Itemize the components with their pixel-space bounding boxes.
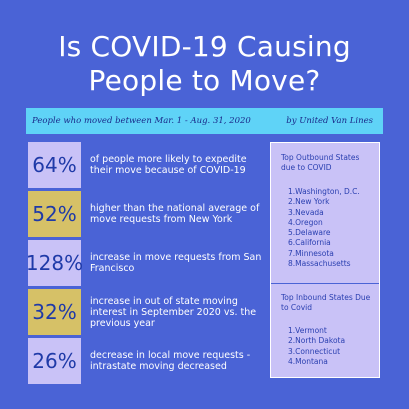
stat-description: of people more likely to expedite their … [90, 154, 247, 176]
stat-description: higher than the national average of move… [90, 203, 260, 225]
outbound-item: 2.New York [288, 197, 330, 207]
stat-row: 64% of people more likely to expedite th… [28, 142, 260, 188]
states-panel: Top Outbound States due to COVID 1.Washi… [270, 142, 380, 378]
stat-value-box: 64% [28, 142, 81, 188]
outbound-item: 4.Oregon [288, 217, 323, 227]
stat-description: increase in move requests from San Franc… [90, 252, 262, 274]
banner-source: by United Van Lines [286, 116, 373, 126]
outbound-item: 3.Nevada [288, 207, 324, 217]
stat-row: 32% increase in out of state moving inte… [28, 289, 260, 335]
banner-date-range: People who moved between Mar. 1 - Aug. 3… [32, 116, 251, 126]
stat-description: increase in out of state moving interest… [90, 295, 257, 329]
date-range-banner: People who moved between Mar. 1 - Aug. 3… [26, 108, 383, 134]
stat-description: decrease in local move requests - intras… [90, 350, 251, 372]
inbound-item: 3.Connecticut [288, 346, 341, 356]
title-line-2: People to Move? [88, 64, 321, 97]
outbound-item: 5.Delaware [288, 228, 331, 238]
inbound-item: 1.Vermont [288, 326, 327, 335]
stat-row: 52% higher than the national average of … [28, 191, 260, 237]
stats-list: 64% of people more likely to expedite th… [26, 142, 261, 387]
page-title: Is COVID-19 Causing People to Move? [0, 30, 409, 98]
stat-row: 26% decrease in local move requests - in… [28, 338, 260, 384]
inbound-item: 4.Montana [288, 356, 328, 366]
inbound-item: 2.North Dakota [288, 336, 346, 346]
outbound-list: 1.Washington, D.C. 2.New York 3.Nevada 4… [288, 187, 360, 269]
outbound-item: 8.Massachusetts [288, 259, 351, 269]
stat-value-box: 32% [28, 289, 81, 335]
inbound-list: 1.Vermont 2.North Dakota 3.Connecticut 4… [288, 326, 345, 367]
stat-value-box: 128% [26, 240, 83, 286]
outbound-item: 6.California [288, 238, 331, 248]
outbound-heading: Top Outbound States due to COVID [281, 153, 360, 172]
stat-value-box: 52% [28, 191, 81, 237]
outbound-item: 7.Minnesota [288, 248, 334, 258]
outbound-item: 1.Washington, D.C. [288, 187, 360, 196]
inbound-heading: Top Inbound States Due to Covid [281, 293, 371, 312]
title-line-1: Is COVID-19 Causing [58, 30, 351, 63]
stat-row: 128% increase in move requests from San … [26, 240, 261, 286]
stat-value-box: 26% [28, 338, 81, 384]
panel-divider [271, 283, 379, 284]
